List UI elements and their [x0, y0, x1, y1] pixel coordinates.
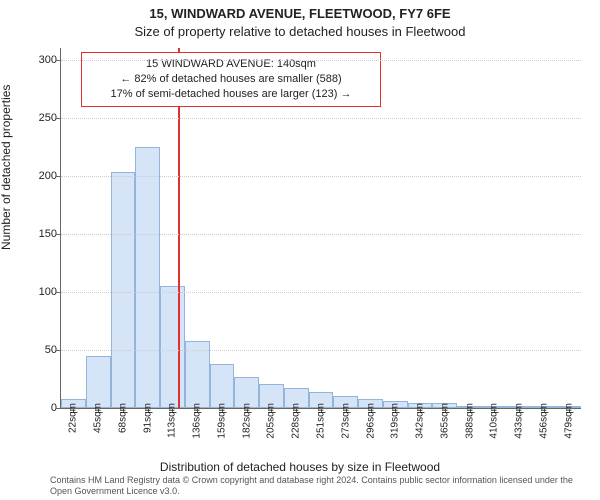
- x-tick-label: 479sqm: [563, 403, 574, 439]
- y-tick-mark: [56, 408, 61, 409]
- chart-subtitle: Size of property relative to detached ho…: [0, 24, 600, 39]
- x-tick-label: 365sqm: [439, 403, 450, 439]
- gridline: [61, 176, 581, 177]
- gridline: [61, 350, 581, 351]
- y-axis-label: Number of detached properties: [0, 85, 13, 250]
- x-tick-label: 22sqm: [68, 403, 79, 433]
- x-tick-label: 456sqm: [538, 403, 549, 439]
- x-tick-label: 319sqm: [390, 403, 401, 439]
- y-tick-mark: [56, 176, 61, 177]
- y-tick-mark: [56, 350, 61, 351]
- y-tick-label: 0: [25, 402, 57, 414]
- histogram-bar: [86, 356, 111, 408]
- x-tick-label: 136sqm: [192, 403, 203, 439]
- x-axis-label: Distribution of detached houses by size …: [0, 460, 600, 474]
- x-tick-label: 45sqm: [93, 403, 104, 433]
- copyright-text: Contains HM Land Registry data © Crown c…: [50, 475, 590, 496]
- x-tick-label: 433sqm: [514, 403, 525, 439]
- y-tick-mark: [56, 234, 61, 235]
- y-tick-label: 50: [25, 344, 57, 356]
- gridline: [61, 60, 581, 61]
- x-tick-label: 296sqm: [365, 403, 376, 439]
- x-tick-label: 91sqm: [142, 403, 153, 433]
- y-tick-mark: [56, 292, 61, 293]
- x-tick-label: 113sqm: [167, 403, 178, 438]
- y-tick-mark: [56, 60, 61, 61]
- annotation-line-3: 17% of semi-detached houses are larger (…: [90, 87, 372, 102]
- x-tick-label: 251sqm: [316, 403, 327, 439]
- y-tick-label: 300: [25, 54, 57, 66]
- y-tick-label: 250: [25, 112, 57, 124]
- histogram-bar: [111, 172, 136, 408]
- histogram-bar: [210, 364, 235, 408]
- address-title: 15, WINDWARD AVENUE, FLEETWOOD, FY7 6FE: [0, 6, 600, 21]
- gridline: [61, 292, 581, 293]
- x-tick-label: 342sqm: [415, 403, 426, 439]
- histogram-bar: [160, 286, 185, 408]
- y-tick-mark: [56, 118, 61, 119]
- x-tick-label: 68sqm: [117, 403, 128, 433]
- x-tick-label: 159sqm: [216, 403, 227, 439]
- x-tick-label: 205sqm: [266, 403, 277, 439]
- y-tick-label: 200: [25, 170, 57, 182]
- x-tick-label: 182sqm: [241, 403, 252, 439]
- x-tick-label: 410sqm: [489, 403, 500, 439]
- y-tick-label: 150: [25, 228, 57, 240]
- x-tick-label: 228sqm: [291, 403, 302, 439]
- x-tick-label: 273sqm: [340, 403, 351, 439]
- y-tick-label: 100: [25, 286, 57, 298]
- x-tick-label: 388sqm: [464, 403, 475, 439]
- histogram-bar: [135, 147, 160, 408]
- gridline: [61, 118, 581, 119]
- plot-area: 15 WINDWARD AVENUE: 140sqm ← 82% of deta…: [60, 48, 581, 409]
- annotation-line-2: ← 82% of detached houses are smaller (58…: [90, 72, 372, 87]
- chart-root: 15, WINDWARD AVENUE, FLEETWOOD, FY7 6FE …: [0, 0, 600, 500]
- gridline: [61, 234, 581, 235]
